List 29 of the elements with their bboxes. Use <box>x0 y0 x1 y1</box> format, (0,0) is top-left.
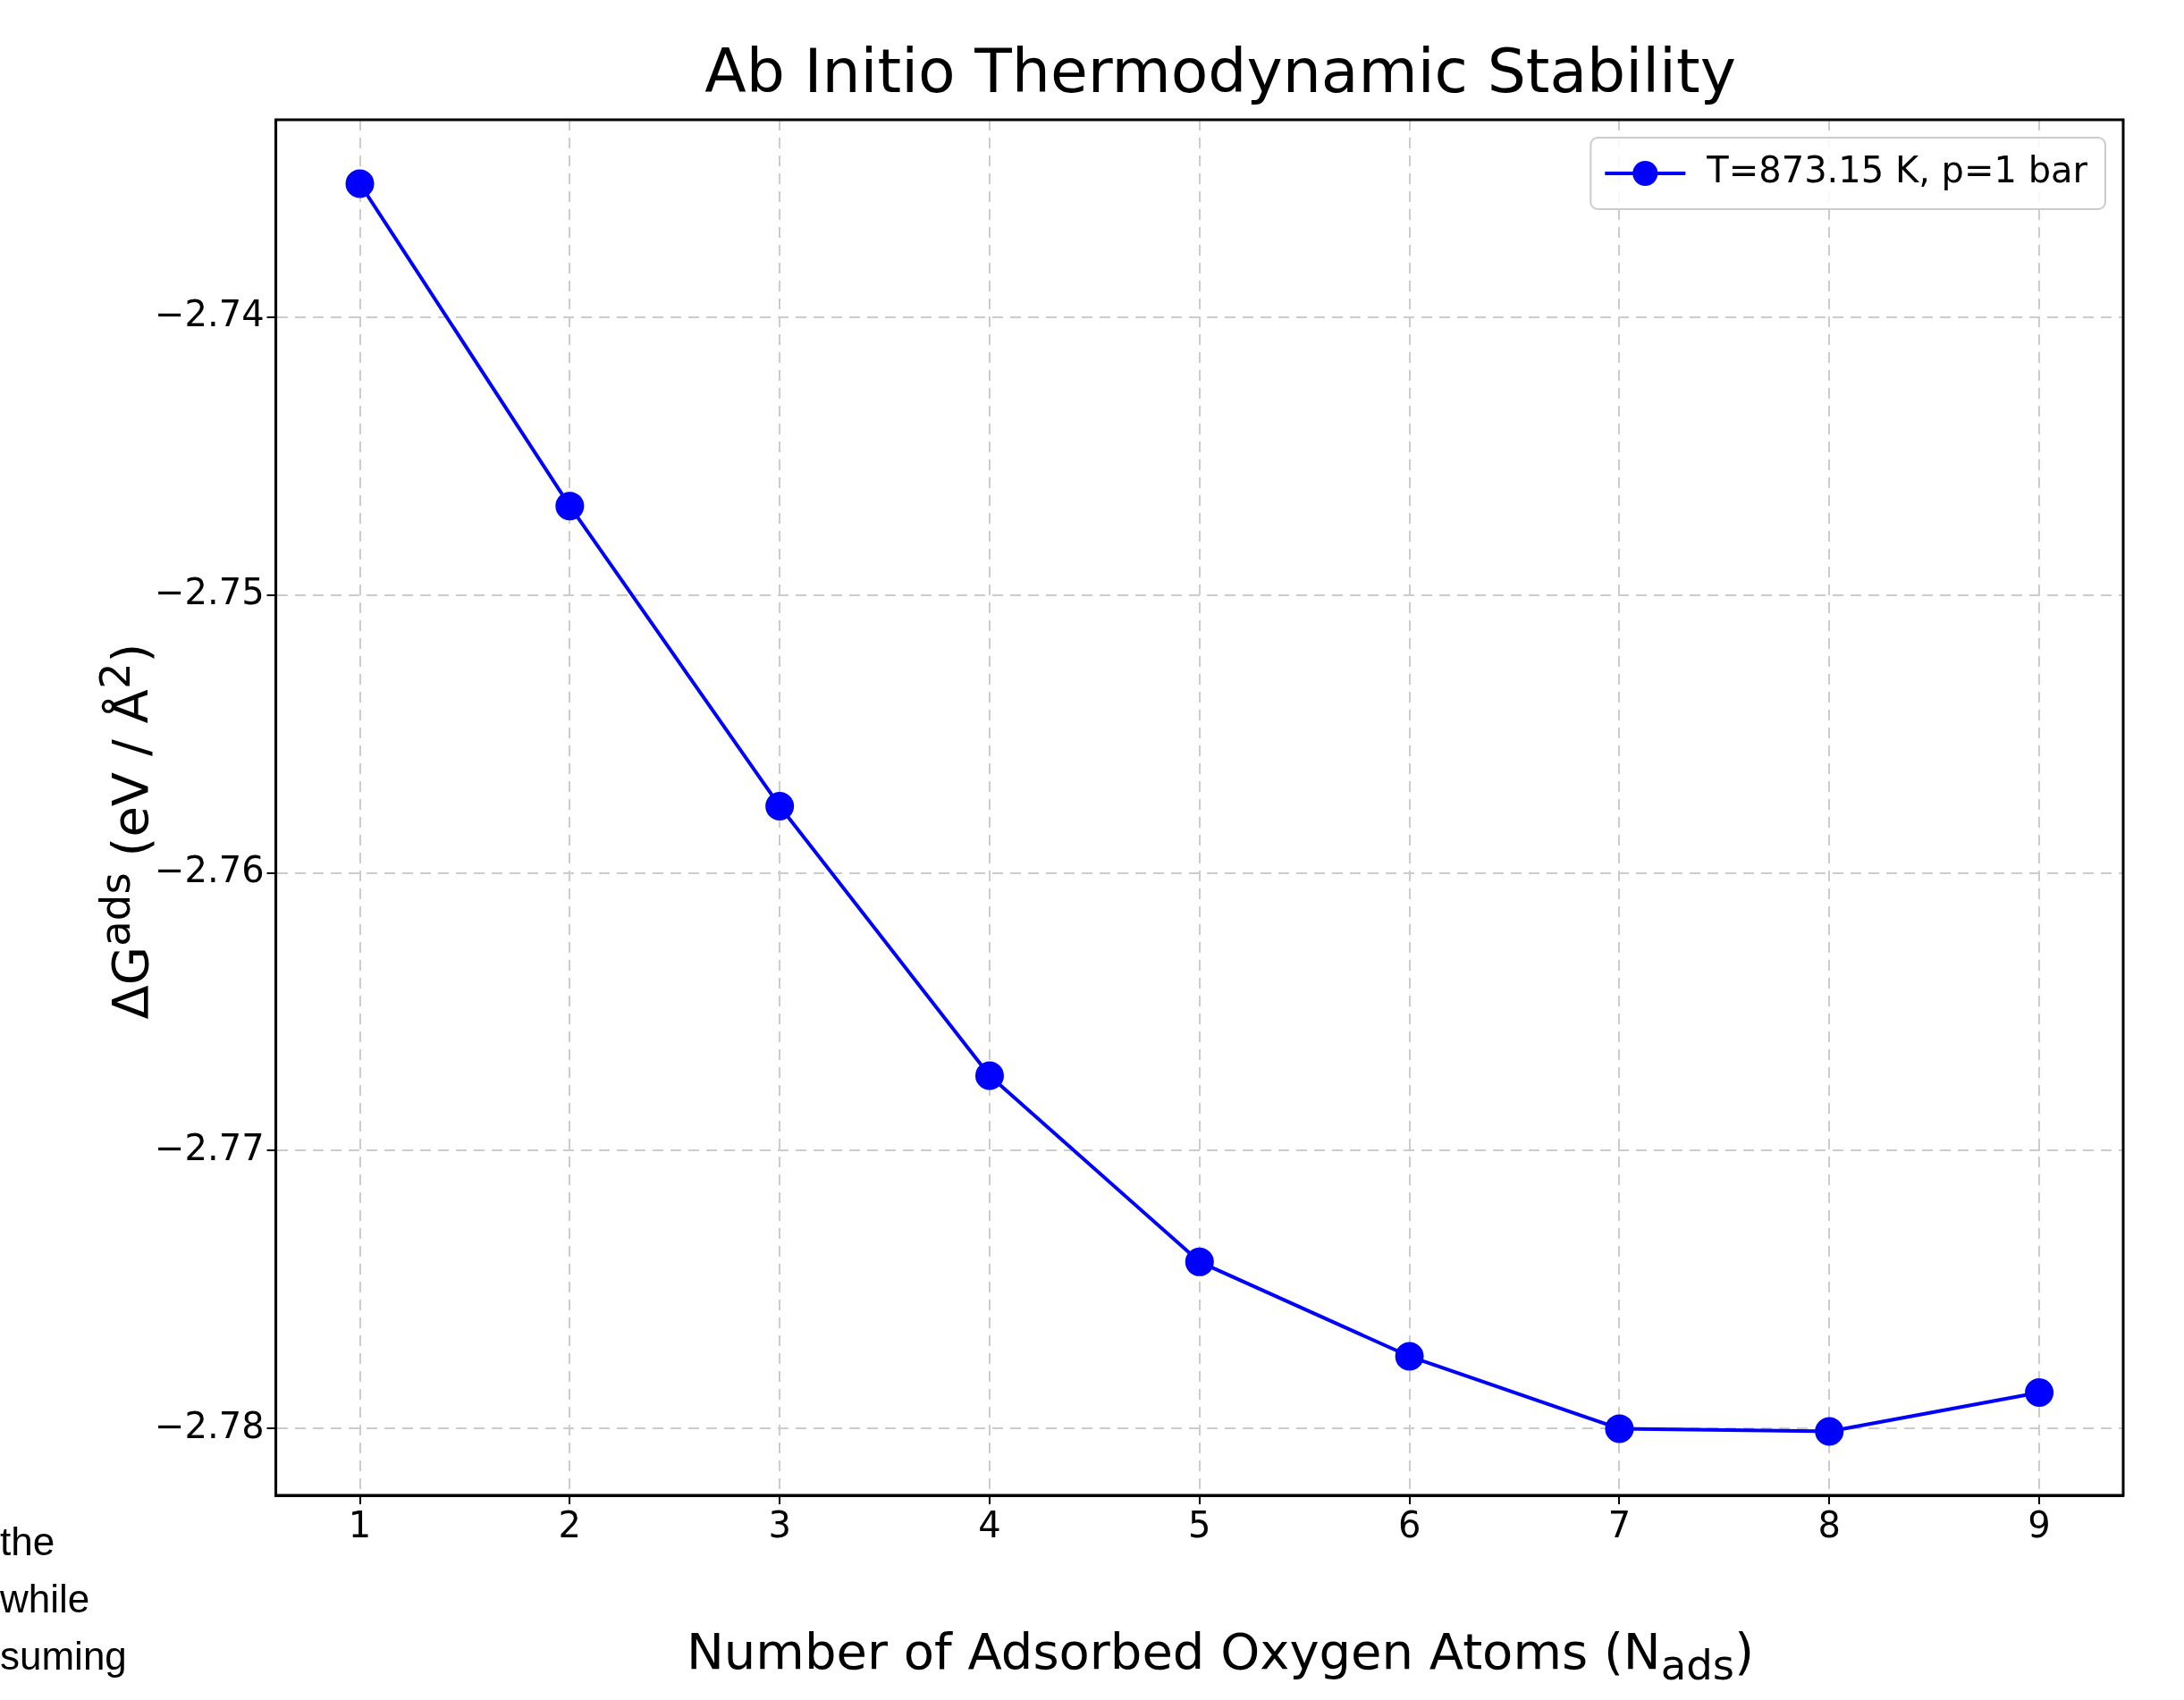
x-tick-label: 6 <box>1397 1504 1421 1546</box>
y-tick-label: −2.74 <box>155 293 265 335</box>
x-axis-title: Number of Adsorbed Oxygen Atoms (N$_{ads}$) <box>685 1622 1756 1690</box>
point <box>765 791 795 821</box>
chart-title: Ab Initio Thermodynamic Stability <box>704 36 1737 106</box>
point <box>974 1061 1004 1090</box>
x-tick-label: 5 <box>1188 1504 1211 1546</box>
x-tick-label: 7 <box>1607 1504 1632 1546</box>
y-tick-label: −2.76 <box>155 848 265 890</box>
text: suming <box>0 1634 127 1679</box>
y-tick-label: −2.78 <box>155 1404 265 1446</box>
point <box>555 492 585 521</box>
x-tick-label: 8 <box>1817 1504 1841 1546</box>
point <box>1815 1417 1844 1446</box>
point <box>1185 1247 1214 1276</box>
point <box>345 169 375 198</box>
x-tick-label: 4 <box>978 1504 1001 1546</box>
x-tick-label: 3 <box>768 1504 791 1546</box>
text: while <box>0 1577 90 1621</box>
point <box>2025 1377 2054 1407</box>
point <box>1395 1342 1424 1371</box>
y-tick-label: −2.75 <box>155 571 265 613</box>
point <box>1605 1414 1634 1443</box>
y-tick-label: −2.77 <box>155 1126 265 1168</box>
text: the <box>0 1519 55 1564</box>
x-tick-label: 9 <box>2028 1504 2051 1546</box>
x-tick-label: 2 <box>558 1504 582 1546</box>
legend-label: T=873.15 K, p=1 bar <box>1706 149 2088 191</box>
x-tick-label: 1 <box>348 1504 372 1546</box>
